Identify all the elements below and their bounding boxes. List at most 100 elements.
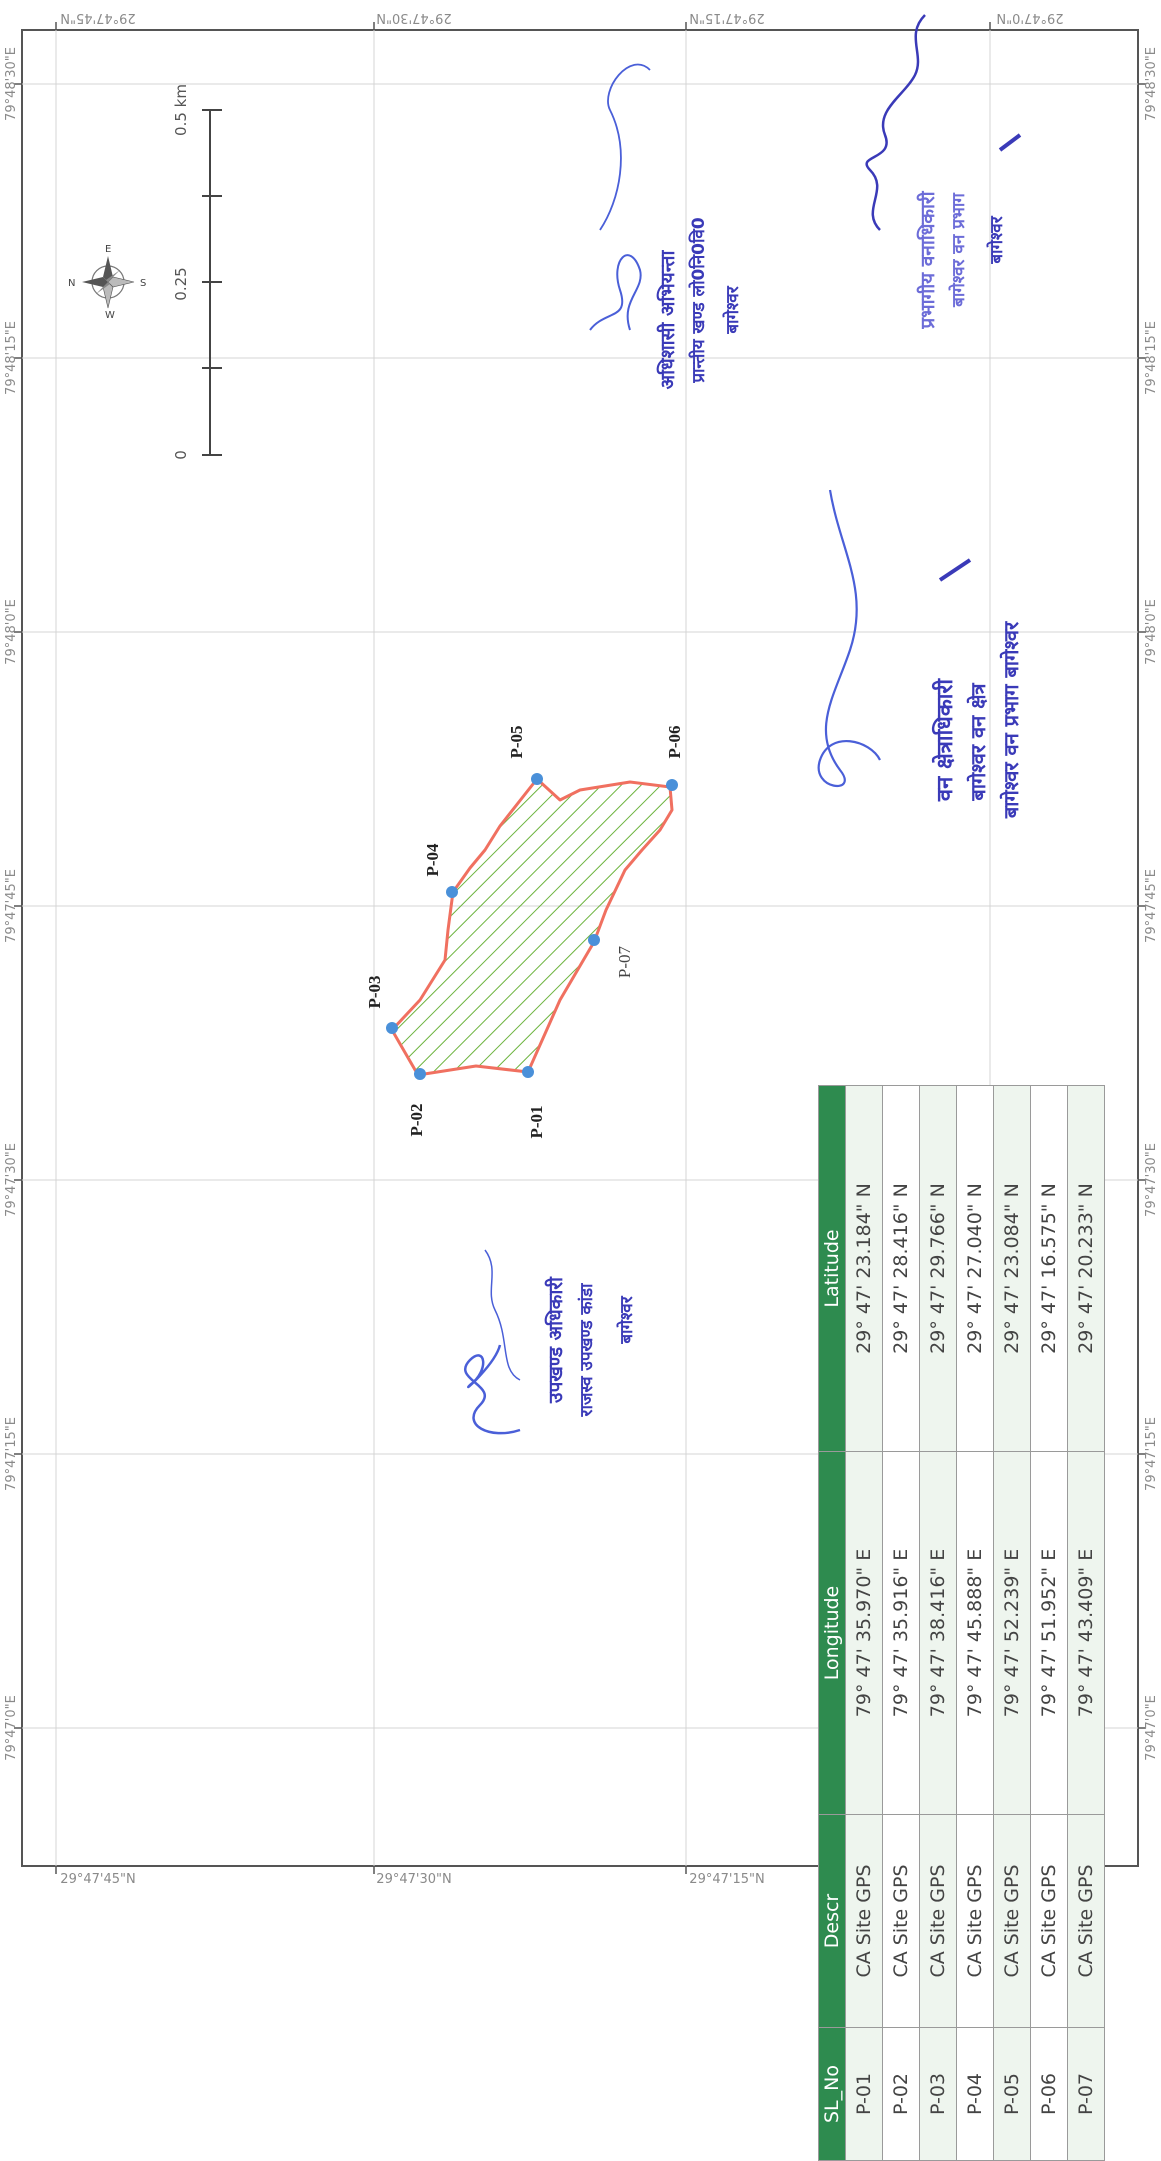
table-header-row: SL_No Descr Longitude Latitude — [818, 1085, 846, 2161]
lon-tick-label: 79°48'30"E — [1144, 47, 1159, 121]
gps-point[interactable] — [446, 886, 458, 898]
coordinates-table-panel: SL_No Descr Longitude Latitude P-01 CA S… — [818, 1085, 1105, 2161]
stamp-line: उपखण्ड अधिकारी — [544, 1276, 567, 1404]
cell-descr: CA Site GPS — [1030, 1814, 1068, 2028]
lon-tick-label: 79°47'45"E — [4, 869, 19, 943]
gps-point[interactable] — [666, 779, 678, 791]
cell-sl-no: P-06 — [1030, 2027, 1068, 2161]
stamp-line: बागेश्वर — [616, 1295, 637, 1344]
stamp-line: बागेश्वर — [986, 215, 1007, 264]
scale-bar: 0.5 km 0.25 0 — [172, 84, 222, 460]
lon-tick-label: 79°47'30"E — [4, 1143, 19, 1217]
lat-tick-label: 29°47'30"N — [376, 1872, 451, 1887]
col-header-latitude: Latitude — [818, 1085, 846, 1452]
stamp-line: अधिशासी अभियन्ता — [656, 250, 679, 390]
col-header-descr: Descr — [818, 1814, 846, 2028]
lat-tick-label: 29°47'0"N — [996, 10, 1063, 25]
scale-label: 0.5 km — [172, 84, 190, 136]
table-row: P-04 CA Site GPS 79° 47' 45.888" E 29° 4… — [956, 1085, 994, 2161]
cell-descr: CA Site GPS — [993, 1814, 1031, 2028]
stamp-line: बागेश्वर वन प्रभाग बागेश्वर — [999, 621, 1023, 819]
cell-longitude: 79° 47' 35.970" E — [845, 1451, 883, 1815]
cell-descr: CA Site GPS — [1067, 1814, 1105, 2028]
cell-latitude: 29° 47' 16.575" N — [1030, 1085, 1068, 1452]
cell-longitude: 79° 47' 51.952" E — [1030, 1451, 1068, 1815]
compass-rose-icon: N S E W — [68, 244, 146, 321]
lon-tick-label: 79°47'15"E — [4, 1417, 19, 1491]
gps-point[interactable] — [531, 773, 543, 785]
scale-label: 0.25 — [172, 267, 190, 300]
signature-stamp-3: वन क्षेत्राधिकारी बागेश्वर वन क्षेत्र बा… — [817, 489, 1023, 819]
cell-sl-no: P-02 — [882, 2027, 920, 2161]
cell-descr: CA Site GPS — [845, 1814, 883, 2028]
gps-point[interactable] — [588, 934, 600, 946]
lon-tick-label: 79°48'0"E — [1144, 599, 1159, 665]
cell-latitude: 29° 47' 29.766" N — [919, 1085, 957, 1452]
lon-tick-label: 79°48'15"E — [4, 321, 19, 395]
cell-longitude: 79° 47' 38.416" E — [919, 1451, 957, 1815]
table-row: P-02 CA Site GPS 79° 47' 35.916" E 29° 4… — [882, 1085, 920, 2161]
lon-tick-label: 79°48'0"E — [4, 599, 19, 665]
signature-stamp-1: उपखण्ड अधिकारी राजस्व उपखण्ड कांडा बागेश… — [463, 1249, 637, 1435]
gps-point[interactable] — [386, 1022, 398, 1034]
table-row: P-03 CA Site GPS 79° 47' 38.416" E 29° 4… — [919, 1085, 957, 2161]
cell-latitude: 29° 47' 28.416" N — [882, 1085, 920, 1452]
cell-latitude: 29° 47' 23.184" N — [845, 1085, 883, 1452]
cell-latitude: 29° 47' 20.233" N — [1067, 1085, 1105, 1452]
cell-descr: CA Site GPS — [882, 1814, 920, 2028]
cell-sl-no: P-05 — [993, 2027, 1031, 2161]
point-label: P-04 — [423, 843, 442, 877]
lon-tick-label: 79°47'45"E — [1144, 869, 1159, 943]
map-frame — [21, 29, 1139, 1867]
cell-sl-no: P-07 — [1067, 2027, 1105, 2161]
cell-latitude: 29° 47' 27.040" N — [956, 1085, 994, 1452]
stamp-line: बागेश्वर वन प्रभाग — [948, 192, 969, 308]
signature-stamp-2: अधिशासी अभियन्ता प्रान्तीय खण्ड लो0नि0वि… — [589, 63, 743, 390]
stamp-line: प्रान्तीय खण्ड लो0नि0वि0 — [688, 217, 709, 383]
lat-tick-label: 29°47'45"N — [60, 10, 135, 25]
stamp-line: बागेश्वर — [722, 285, 743, 334]
map-grid — [22, 30, 1138, 1866]
table-row: P-07 CA Site GPS 79° 47' 43.409" E 29° 4… — [1067, 1085, 1105, 2161]
lon-tick-label: 79°47'0"E — [4, 1695, 19, 1761]
cell-descr: CA Site GPS — [956, 1814, 994, 2028]
lon-tick-label: 79°47'15"E — [1144, 1417, 1159, 1491]
cell-descr: CA Site GPS — [919, 1814, 957, 2028]
lat-tick-label: 29°47'15"N — [689, 10, 764, 25]
table-row: P-06 CA Site GPS 79° 47' 51.952" E 29° 4… — [1030, 1085, 1068, 2161]
cell-sl-no: P-04 — [956, 2027, 994, 2161]
gps-points — [386, 773, 678, 1080]
stamp-line: वन क्षेत्राधिकारी — [931, 678, 958, 803]
scale-label: 0 — [172, 450, 190, 460]
stamp-line: बागेश्वर वन क्षेत्र — [966, 682, 990, 801]
col-header-longitude: Longitude — [818, 1451, 846, 1815]
cell-longitude: 79° 47' 52.239" E — [993, 1451, 1031, 1815]
lon-tick-label: 79°47'0"E — [1144, 1695, 1159, 1761]
cell-sl-no: P-01 — [845, 2027, 883, 2161]
signature-stamp-4: प्रभागीय वनाधिकारी बागेश्वर वन प्रभाग बा… — [865, 14, 1022, 330]
point-label: P-01 — [527, 1105, 546, 1138]
compass-s: S — [140, 278, 146, 289]
stamp-line: राजस्व उपखण्ड कांडा — [577, 1283, 597, 1417]
cell-latitude: 29° 47' 23.084" N — [993, 1085, 1031, 1452]
compass-w: W — [105, 310, 115, 321]
cell-sl-no: P-03 — [919, 2027, 957, 2161]
cell-longitude: 79° 47' 45.888" E — [956, 1451, 994, 1815]
cell-longitude: 79° 47' 35.916" E — [882, 1451, 920, 1815]
lon-tick-label: 79°48'30"E — [4, 47, 19, 121]
point-label: P-02 — [407, 1103, 426, 1136]
compass-e: E — [105, 244, 111, 255]
compass-n: N — [68, 278, 75, 289]
coordinates-table: SL_No Descr Longitude Latitude P-01 CA S… — [818, 1085, 1105, 2161]
lat-tick-label: 29°47'30"N — [376, 10, 451, 25]
point-label: P-05 — [507, 725, 526, 758]
gps-point[interactable] — [414, 1068, 426, 1080]
table-row: P-05 CA Site GPS 79° 47' 52.239" E 29° 4… — [993, 1085, 1031, 2161]
lat-tick-label: 29°47'45"N — [60, 1872, 135, 1887]
gps-point[interactable] — [522, 1066, 534, 1078]
point-label: P-03 — [365, 975, 384, 1008]
lon-tick-label: 79°48'15"E — [1144, 321, 1159, 395]
lon-tick-label: 79°47'30"E — [1144, 1143, 1159, 1217]
point-label: P-07 — [615, 945, 634, 978]
stamp-line: प्रभागीय वनाधिकारी — [916, 190, 939, 329]
